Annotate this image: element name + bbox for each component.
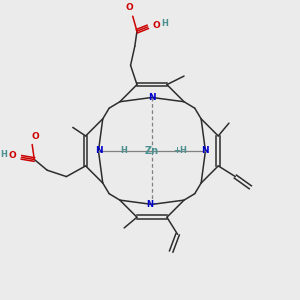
Text: N: N: [95, 146, 102, 155]
Text: Zn: Zn: [145, 146, 159, 156]
Text: N: N: [202, 146, 209, 155]
Text: O: O: [126, 3, 134, 12]
Text: O: O: [152, 21, 160, 30]
Text: +H: +H: [173, 146, 187, 155]
Text: H: H: [0, 150, 7, 159]
Text: O: O: [8, 151, 16, 160]
Text: N: N: [148, 93, 156, 102]
Text: N⁻: N⁻: [146, 200, 158, 209]
Text: O: O: [31, 132, 39, 141]
Text: H: H: [161, 19, 168, 28]
Text: H: H: [121, 146, 128, 155]
